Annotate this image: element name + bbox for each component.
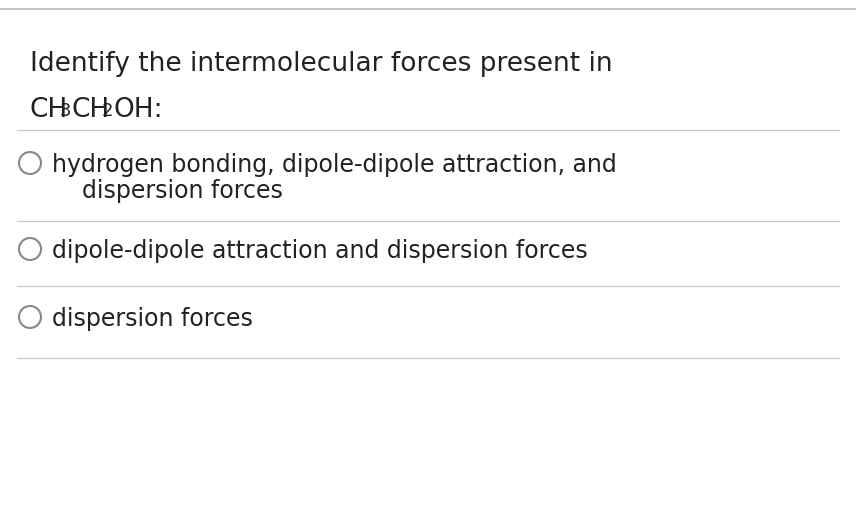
Text: CH: CH <box>30 97 68 123</box>
Text: 2: 2 <box>102 102 114 120</box>
Text: 3: 3 <box>60 102 72 120</box>
Text: OH:: OH: <box>114 97 163 123</box>
Text: Identify the intermolecular forces present in: Identify the intermolecular forces prese… <box>30 51 613 77</box>
Text: dipole-dipole attraction and dispersion forces: dipole-dipole attraction and dispersion … <box>52 239 588 263</box>
Text: CH: CH <box>72 97 110 123</box>
Text: hydrogen bonding, dipole-dipole attraction, and: hydrogen bonding, dipole-dipole attracti… <box>52 153 617 177</box>
Text: dispersion forces: dispersion forces <box>52 179 282 203</box>
Text: dispersion forces: dispersion forces <box>52 307 253 331</box>
